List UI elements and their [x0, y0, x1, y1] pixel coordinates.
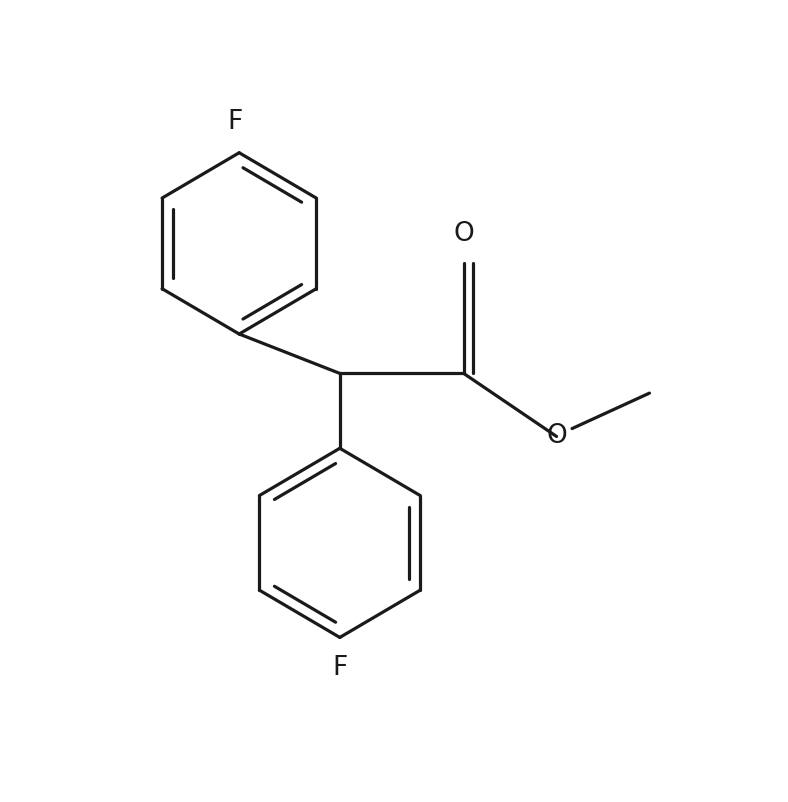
Text: F: F	[228, 109, 243, 136]
Text: F: F	[333, 654, 348, 681]
Text: O: O	[453, 221, 474, 247]
Text: O: O	[546, 423, 567, 449]
